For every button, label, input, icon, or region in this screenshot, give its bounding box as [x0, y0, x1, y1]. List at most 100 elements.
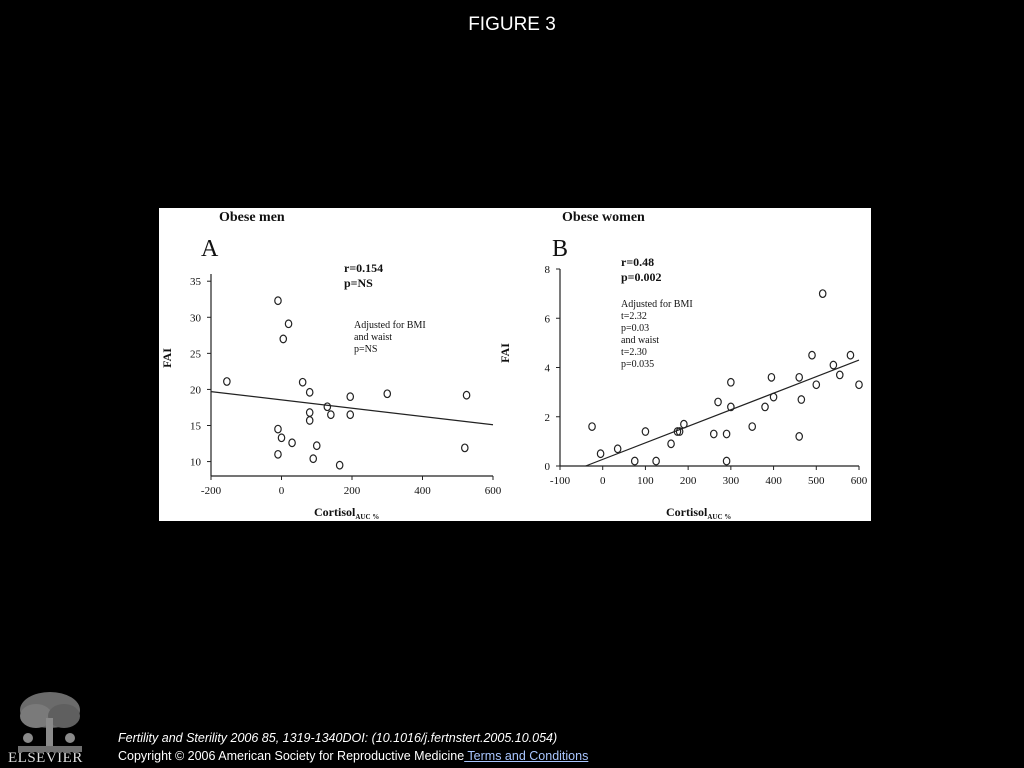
- x-axis-label: CortisolAUC %: [314, 505, 379, 521]
- data-point: [835, 370, 844, 380]
- y-axis-label: FAI: [498, 343, 512, 363]
- x-tick-label: 100: [637, 475, 654, 487]
- stat-label: p=NS: [344, 276, 373, 290]
- data-point: [727, 377, 735, 387]
- data-point: [309, 454, 318, 464]
- data-point: [346, 410, 355, 420]
- data-point: [722, 429, 731, 439]
- x-tick-label: 600: [851, 475, 868, 487]
- chart-title: Obese men: [219, 210, 285, 225]
- annotation-line: p=0.03: [621, 323, 649, 334]
- elsevier-tree-logo: [8, 688, 90, 758]
- data-point: [808, 350, 816, 360]
- data-point: [346, 392, 355, 402]
- y-tick-label: 4: [545, 363, 551, 375]
- annotation-line: p=0.035: [621, 359, 654, 370]
- annotation-line: t=2.30: [621, 347, 647, 358]
- data-point: [722, 456, 731, 466]
- data-point: [274, 296, 282, 306]
- data-point: [829, 360, 838, 370]
- data-point: [667, 439, 675, 449]
- stat-label: r=0.48: [621, 255, 654, 269]
- data-point: [748, 422, 757, 432]
- data-point: [855, 380, 863, 390]
- y-tick-label: 0: [545, 461, 551, 473]
- data-point: [323, 402, 332, 412]
- x-tick-label: 200: [344, 485, 361, 497]
- annotation-line: t=2.32: [621, 311, 647, 322]
- data-point: [288, 438, 296, 448]
- x-axis-label-subscript: AUC %: [355, 513, 379, 521]
- stat-label: p=0.002: [621, 270, 662, 284]
- y-tick-label: 6: [545, 313, 551, 325]
- y-tick-label: 25: [190, 348, 202, 360]
- data-point: [714, 397, 722, 407]
- data-point: [767, 372, 776, 382]
- terms-and-conditions-link[interactable]: Terms and Conditions: [464, 749, 589, 763]
- trend-line: [585, 359, 860, 467]
- data-point: [630, 456, 639, 466]
- data-point: [335, 460, 344, 470]
- annotation-line: p=NS: [354, 344, 377, 355]
- data-point: [818, 289, 827, 299]
- x-tick-label: 0: [279, 485, 285, 497]
- stat-label: r=0.154: [344, 261, 383, 275]
- data-point: [305, 416, 314, 425]
- y-tick-label: 35: [190, 276, 202, 288]
- data-point: [277, 433, 286, 443]
- x-tick-label: 200: [680, 475, 697, 487]
- y-tick-label: 10: [190, 457, 202, 469]
- data-point: [613, 444, 622, 454]
- data-point: [305, 387, 314, 397]
- data-point: [795, 432, 804, 441]
- data-point: [223, 377, 231, 386]
- data-point: [673, 427, 682, 436]
- data-point: [795, 372, 804, 382]
- x-axis-label: CortisolAUC %: [666, 505, 731, 521]
- data-point: [279, 334, 288, 344]
- chart-title: Obese women: [562, 210, 645, 225]
- x-tick-label: 0: [600, 475, 606, 487]
- figure-title: FIGURE 3: [468, 14, 556, 35]
- x-tick-label: -100: [550, 475, 571, 487]
- data-point: [588, 422, 596, 432]
- copyright-line: Copyright © 2006 American Society for Re…: [118, 749, 588, 763]
- data-point: [460, 443, 469, 453]
- data-point: [797, 395, 806, 404]
- data-point: [846, 350, 855, 360]
- data-point: [709, 429, 718, 439]
- data-point: [680, 419, 688, 429]
- data-point: [327, 410, 335, 420]
- panel-letter: B: [552, 236, 568, 262]
- copyright-text: Copyright © 2006 American Society for Re…: [118, 749, 465, 763]
- y-tick-label: 30: [190, 312, 202, 324]
- x-axis-label-subscript: AUC %: [707, 513, 731, 521]
- annotation-line: Adjusted for BMI: [354, 320, 426, 331]
- figure-image: Obese men A -200 0 200 400 600 10 15 20 25 30 35 FAI C…: [159, 208, 871, 521]
- data-point: [769, 392, 778, 402]
- panel-letter: A: [201, 236, 219, 262]
- annotation-line: and waist: [354, 332, 392, 343]
- data-point: [298, 377, 307, 387]
- data-point: [274, 424, 282, 434]
- data-point: [312, 441, 321, 451]
- data-point: [727, 402, 735, 412]
- data-point: [812, 380, 821, 390]
- data-point: [462, 390, 471, 400]
- annotation-line: and waist: [621, 335, 659, 346]
- trend-line: [210, 390, 494, 426]
- y-tick-label: 8: [545, 264, 551, 276]
- data-point: [383, 389, 392, 399]
- elsevier-wordmark: ELSEVIER: [8, 750, 83, 766]
- data-point: [652, 456, 660, 466]
- x-tick-label: 600: [485, 485, 502, 497]
- y-tick-label: 2: [545, 412, 551, 424]
- y-axis-label: FAI: [160, 348, 174, 368]
- x-tick-label: -200: [201, 485, 222, 497]
- x-tick-label: 500: [808, 475, 825, 487]
- data-point: [641, 427, 650, 436]
- y-tick-label: 20: [190, 384, 202, 396]
- x-tick-label: 400: [765, 475, 782, 487]
